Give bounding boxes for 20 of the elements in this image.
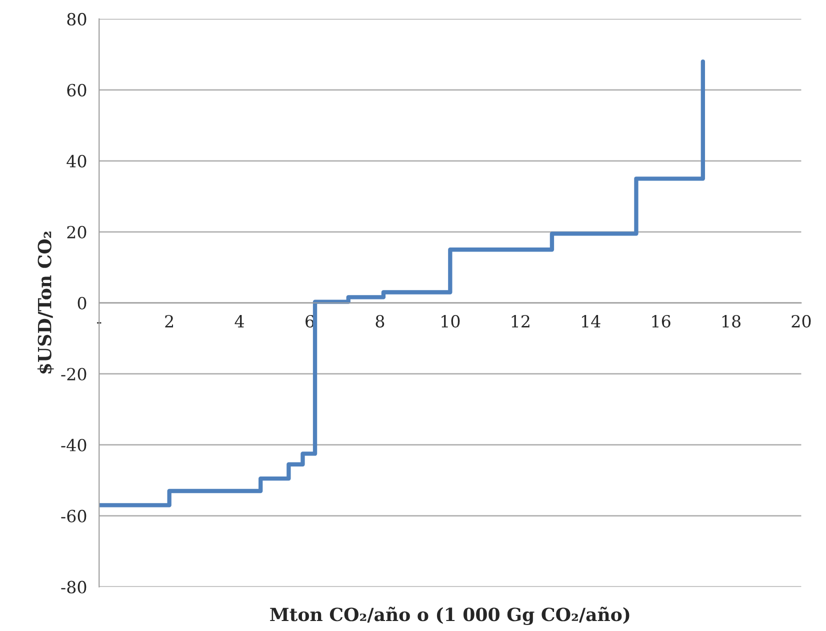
y-tick-label: -80 (61, 580, 86, 594)
y-tick-label: 60 (67, 84, 86, 96)
y-tick-label: -20 (61, 368, 86, 380)
y-tick-label: 20 (67, 226, 86, 238)
x-tick-label: 14 (582, 314, 600, 328)
x-tick-label: 10 (442, 314, 460, 328)
x-tick-label: 2 (165, 314, 173, 328)
x-tick-label: 8 (376, 314, 384, 328)
y-tick-label: 80 (67, 12, 86, 26)
y-tick-label: 40 (66, 154, 86, 168)
y-tick-label: -40 (61, 438, 86, 452)
x-tick-label: 16 (652, 314, 670, 328)
y-tick-label: 0 (78, 296, 86, 310)
x-tick-label: 4 (234, 314, 244, 328)
x-tick-label: 18 (722, 314, 740, 328)
y-axis-title: $USD/Ton CO₂ (37, 232, 54, 374)
y-tick-label: -60 (61, 510, 86, 522)
x-axis-title: Mton CO₂/año o (1 000 Gg CO₂/año) (270, 606, 630, 626)
x-tick-label: 20 (792, 314, 811, 328)
x-tick-label: 12 (512, 314, 530, 328)
